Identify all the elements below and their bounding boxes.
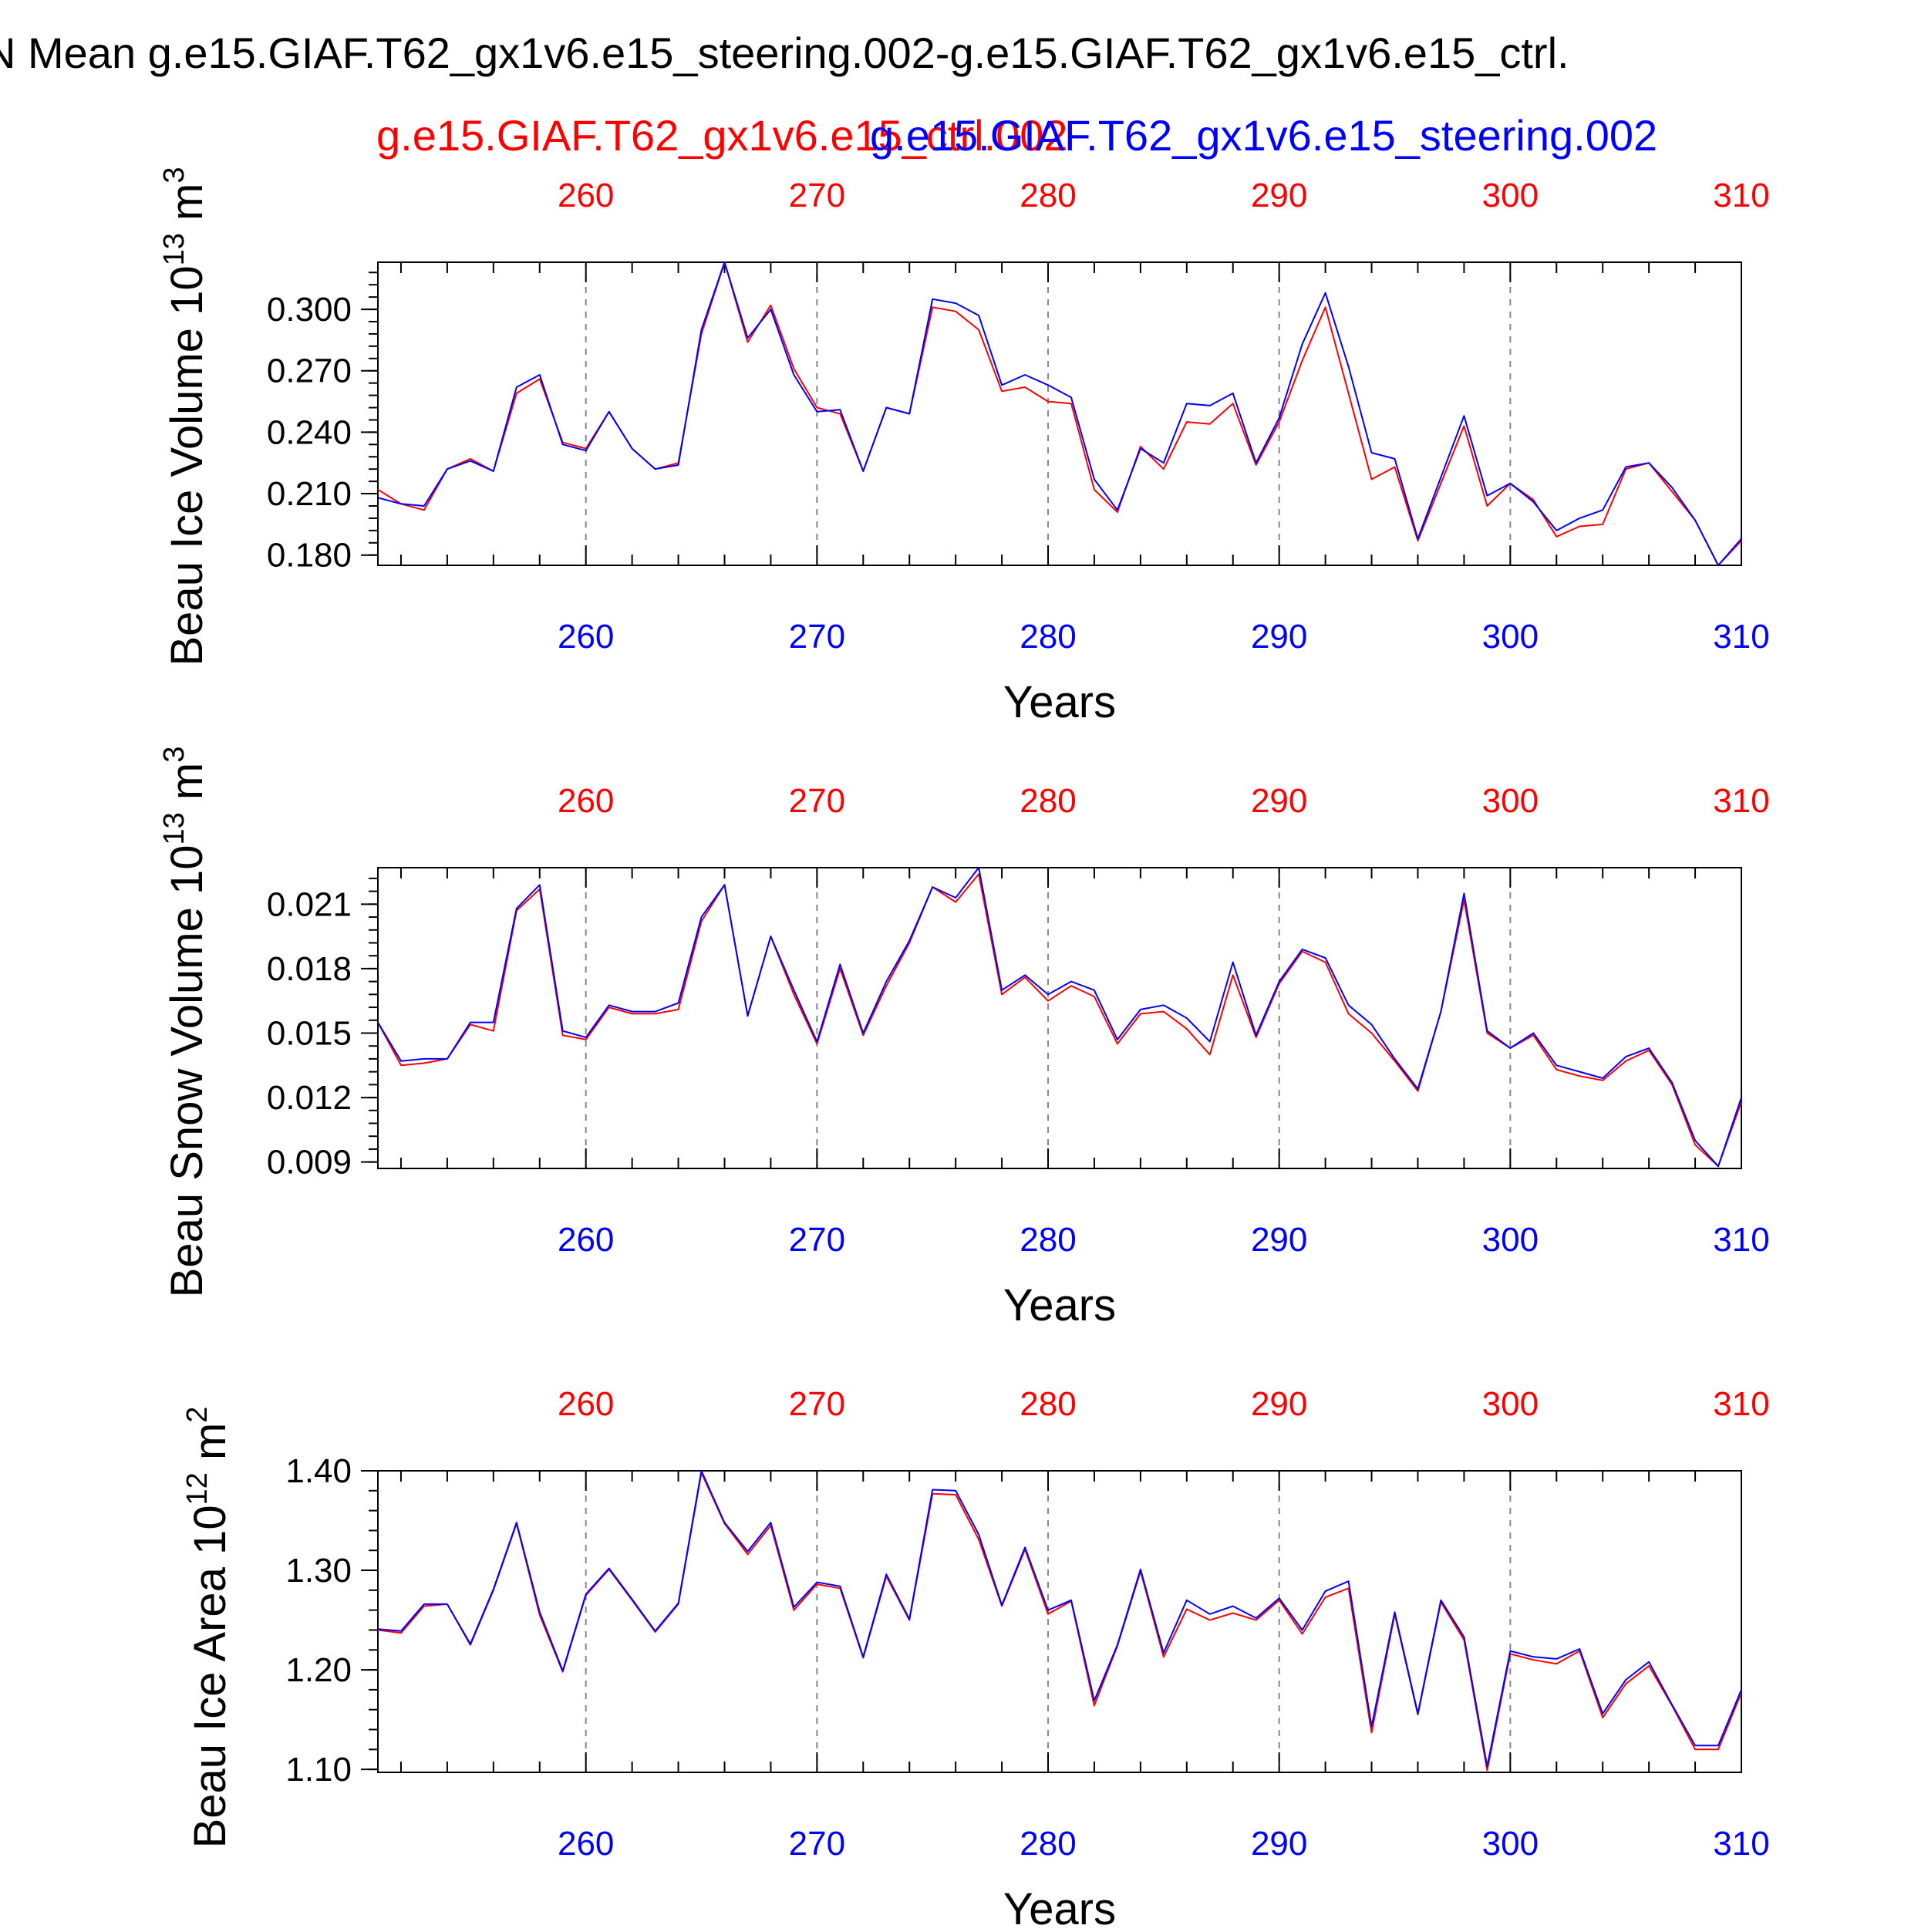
- x-tick-label-bottom: 280: [1020, 1221, 1076, 1259]
- x-tick-label-top: 310: [1713, 177, 1769, 214]
- x-tick-label-bottom: 300: [1482, 1221, 1539, 1259]
- panel-3: 260 260 270 270 280 280 290 290 300 300 310 310 1.10…: [181, 1385, 1770, 1932]
- x-tick-label-top: 300: [1482, 782, 1539, 820]
- x-tick-label-top: 290: [1251, 177, 1307, 214]
- plot-frame: [377, 1470, 1742, 1773]
- x-tick-label-top: 300: [1482, 177, 1539, 214]
- panels: 260 260 270 270 280 280 290 290 300 300 310 310 0.18…: [158, 167, 1770, 1932]
- x-tick-label-top: 270: [789, 782, 845, 820]
- y-tick-label: 0.180: [267, 537, 352, 575]
- x-tick-label-top: 290: [1251, 782, 1307, 820]
- x-tick-label-bottom: 310: [1713, 618, 1769, 656]
- figure-title: N Mean g.e15.GIAF.T62_gx1v6.e15_steering…: [0, 29, 1569, 77]
- plot-frame: [377, 261, 1742, 566]
- x-tick-label-bottom: 310: [1713, 1221, 1769, 1259]
- series-line-steering: [377, 261, 1742, 566]
- x-axis-label: Years: [1003, 1884, 1116, 1928]
- y-tick-label: 1.20: [285, 1651, 352, 1689]
- x-axis-label: Years: [1003, 677, 1116, 727]
- y-axis-label: Beau Ice Volume 1013 m3: [158, 167, 212, 666]
- x-tick-label-bottom: 270: [789, 1825, 845, 1863]
- y-tick-label: 1.40: [285, 1452, 352, 1490]
- x-tick-label-top: 280: [1020, 782, 1076, 820]
- y-tick-label: 1.30: [285, 1552, 352, 1590]
- plot-frame: [377, 867, 1742, 1169]
- x-tick-label-bottom: 270: [789, 618, 845, 656]
- x-tick-label-bottom: 260: [558, 1221, 614, 1259]
- y-tick-label: 0.270: [267, 352, 352, 390]
- x-tick-label-top: 280: [1020, 177, 1076, 214]
- x-tick-label-top: 260: [558, 177, 614, 214]
- x-tick-label-top: 260: [558, 782, 614, 820]
- x-tick-label-top: 260: [558, 1385, 614, 1423]
- x-tick-label-bottom: 280: [1020, 1825, 1076, 1863]
- y-tick-label: 0.015: [267, 1015, 352, 1053]
- x-tick-label-bottom: 300: [1482, 618, 1539, 656]
- x-tick-label-bottom: 290: [1251, 1825, 1307, 1863]
- x-tick-label-top: 310: [1713, 1385, 1769, 1423]
- x-tick-label-top: 270: [789, 177, 845, 214]
- panel-1: 260 260 270 270 280 280 290 290 300 300 310 310 0.18…: [158, 167, 1770, 728]
- series-line-steering: [377, 867, 1742, 1168]
- y-tick-label: 0.012: [267, 1079, 352, 1117]
- x-tick-label-bottom: 310: [1713, 1825, 1769, 1863]
- x-tick-label-bottom: 260: [558, 618, 614, 656]
- x-axis-label: Years: [1003, 1280, 1116, 1330]
- y-tick-label: 0.240: [267, 413, 352, 451]
- x-tick-label-bottom: 290: [1251, 1221, 1307, 1259]
- x-tick-label-bottom: 280: [1020, 618, 1076, 656]
- x-tick-label-top: 300: [1482, 1385, 1539, 1423]
- x-tick-label-top: 310: [1713, 782, 1769, 820]
- x-tick-label-top: 270: [789, 1385, 845, 1423]
- y-tick-label: 0.300: [267, 291, 352, 329]
- y-axis-label: Beau Ice Area 1012 m2: [181, 1407, 235, 1849]
- panel-2: 260 260 270 270 280 280 290 290 300 300 310 310 0.00…: [158, 747, 1770, 1330]
- x-tick-label-bottom: 270: [789, 1221, 845, 1259]
- x-tick-label-bottom: 300: [1482, 1825, 1539, 1863]
- x-tick-label-top: 280: [1020, 1385, 1076, 1423]
- series-line-steering: [377, 1470, 1742, 1768]
- case-label-blue: g.e15.GIAF.T62_gx1v6.e15_steering.002: [870, 111, 1657, 160]
- x-tick-label-top: 290: [1251, 1385, 1307, 1423]
- y-tick-label: 0.021: [267, 885, 352, 923]
- case-label-red: g.e15.GIAF.T62_gx1v6.e15_ctrl.002: [376, 111, 1068, 160]
- x-tick-label-bottom: 290: [1251, 618, 1307, 656]
- y-axis-label: Beau Snow Volume 1013 m3: [158, 747, 212, 1298]
- series-line-ctrl: [377, 261, 1742, 566]
- y-tick-label: 0.009: [267, 1144, 352, 1182]
- x-tick-label-bottom: 260: [558, 1825, 614, 1863]
- y-tick-label: 0.018: [267, 950, 352, 988]
- y-tick-label: 0.210: [267, 475, 352, 513]
- series-line-ctrl: [377, 1472, 1742, 1772]
- series-line-ctrl: [377, 873, 1742, 1168]
- y-tick-label: 1.10: [285, 1751, 352, 1789]
